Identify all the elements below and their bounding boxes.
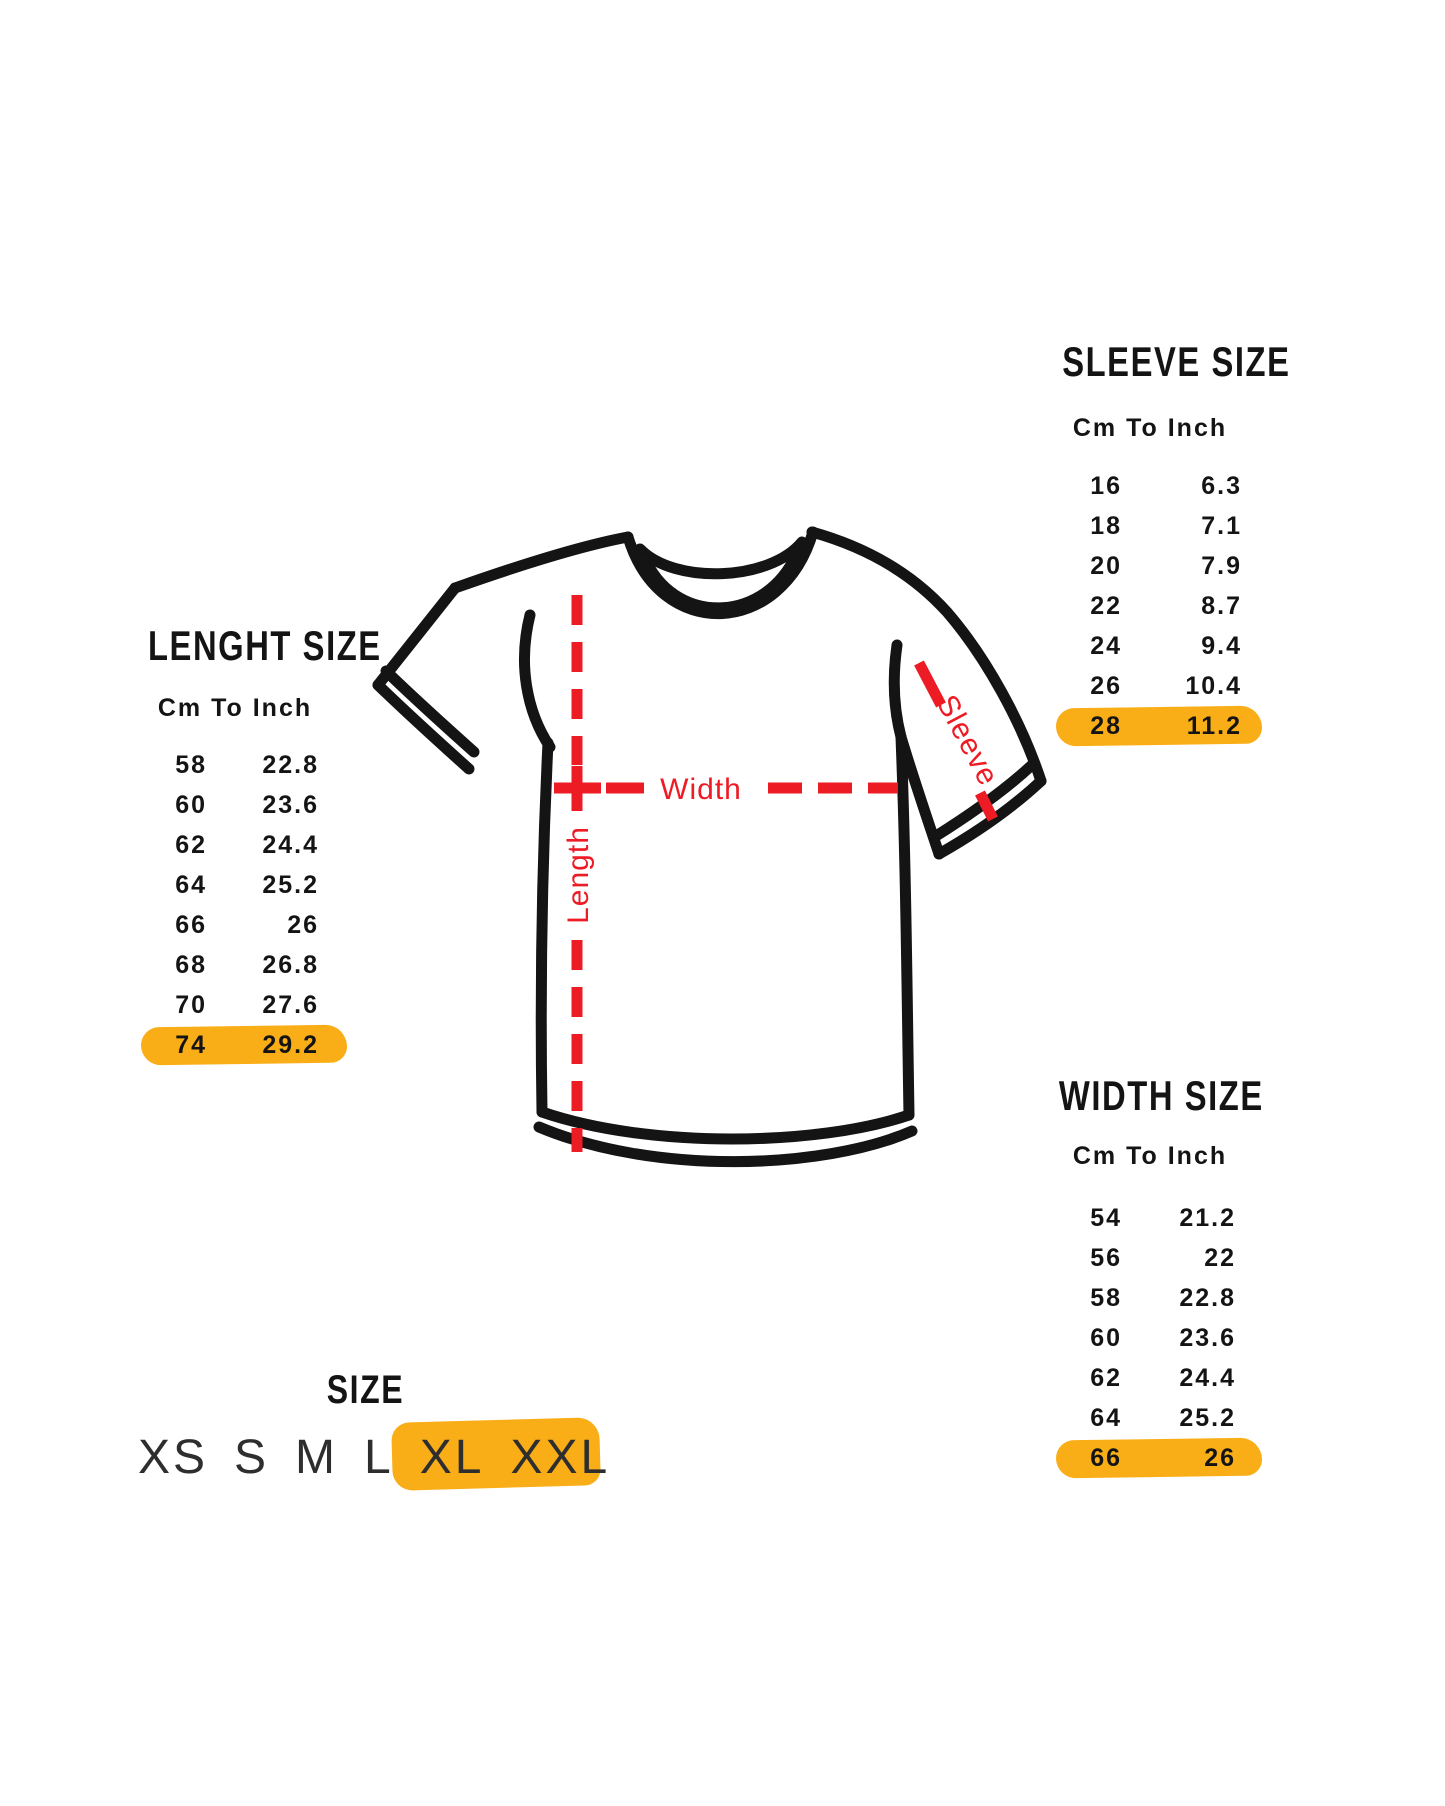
table-row: 64 25.2 <box>115 865 355 905</box>
table-row: 62 24.4 <box>115 825 355 865</box>
inch-value: 9.4 <box>1201 631 1242 660</box>
table-row: 24 9.4 <box>1030 626 1270 666</box>
cm-value: 64 <box>175 870 207 899</box>
inch-value: 27.6 <box>262 990 319 1019</box>
inch-value: 29.2 <box>262 1030 319 1059</box>
cm-value: 62 <box>175 830 207 859</box>
sleeve-table-header: Cm To Inch <box>1072 414 1228 442</box>
sleeve-size-title: SLEEVE SIZE <box>1062 338 1291 385</box>
table-row: 22 8.7 <box>1030 586 1270 626</box>
cm-value: 22 <box>1090 591 1122 620</box>
inch-value: 24.4 <box>1179 1363 1236 1392</box>
cm-value: 24 <box>1090 631 1122 660</box>
inch-value: 23.6 <box>262 790 319 819</box>
measurement-lines <box>554 595 998 1152</box>
table-row: 58 22.8 <box>115 745 355 785</box>
table-row-highlighted: 74 29.2 <box>115 1025 355 1065</box>
table-row: 68 26.8 <box>115 945 355 985</box>
size-option-l: L <box>364 1431 394 1484</box>
size-option-xs: XS <box>138 1431 209 1484</box>
length-size-title: LENGHT SIZE <box>147 622 382 669</box>
width-label: Width <box>660 773 742 806</box>
table-row: 56 22 <box>1030 1238 1270 1278</box>
cm-value: 16 <box>1090 471 1122 500</box>
inch-value: 21.2 <box>1179 1203 1236 1232</box>
inch-value: 11.2 <box>1186 711 1242 740</box>
size-option-s: S <box>234 1431 270 1484</box>
sleeve-table-rows: 16 6.3 18 7.1 20 7.9 22 8.7 24 9.4 26 10.4 28 1… <box>1030 466 1270 746</box>
inch-value: 8.7 <box>1201 591 1242 620</box>
length-table-rows: 58 22.8 60 23.6 62 24.4 64 25.2 66 26 68 26.8 … <box>115 745 355 1065</box>
table-row: 26 10.4 <box>1030 666 1270 706</box>
cm-value: 20 <box>1090 551 1122 580</box>
cm-value: 26 <box>1090 671 1122 700</box>
size-options: XS S M L XL XXL <box>138 1430 610 1485</box>
cm-value: 64 <box>1090 1403 1122 1432</box>
inch-value: 22 <box>1204 1243 1236 1272</box>
table-row: 54 21.2 <box>1030 1198 1270 1238</box>
cm-value: 58 <box>1090 1283 1122 1312</box>
cm-value: 58 <box>175 750 207 779</box>
table-row: 64 25.2 <box>1030 1398 1270 1438</box>
table-row: 58 22.8 <box>1030 1278 1270 1318</box>
table-row: 66 26 <box>115 905 355 945</box>
cm-value: 56 <box>1090 1243 1122 1272</box>
sleeve-line <box>914 660 946 708</box>
width-size-title: WIDTH SIZE <box>1058 1072 1264 1119</box>
cm-value: 70 <box>175 990 207 1019</box>
cm-value: 60 <box>175 790 207 819</box>
cm-value: 62 <box>1090 1363 1122 1392</box>
sleeve-label: Sleeve <box>930 690 1005 792</box>
inch-value: 6.3 <box>1201 471 1242 500</box>
inch-value: 22.8 <box>1179 1283 1236 1312</box>
size-title: SIZE <box>326 1368 404 1412</box>
inch-value: 7.9 <box>1201 551 1242 580</box>
inch-value: 26 <box>1204 1443 1236 1472</box>
tshirt-diagram: Width Length Sleeve <box>372 526 1047 1168</box>
inch-value: 26.8 <box>262 950 319 979</box>
cm-value: 68 <box>175 950 207 979</box>
tshirt-outline <box>372 526 1047 1168</box>
inch-value: 24.4 <box>262 830 319 859</box>
length-table-header: Cm To Inch <box>157 694 313 722</box>
table-row: 16 6.3 <box>1030 466 1270 506</box>
length-label: Length <box>562 826 595 924</box>
size-option-xl: XL <box>419 1431 485 1484</box>
table-row: 20 7.9 <box>1030 546 1270 586</box>
table-row-highlighted: 66 26 <box>1030 1438 1270 1478</box>
inch-value: 10.4 <box>1185 671 1242 700</box>
inch-value: 25.2 <box>262 870 319 899</box>
width-table-header: Cm To Inch <box>1072 1142 1228 1170</box>
table-row: 70 27.6 <box>115 985 355 1025</box>
width-table-rows: 54 21.2 56 22 58 22.8 60 23.6 62 24.4 64 25.2 … <box>1030 1198 1270 1478</box>
table-row: 60 23.6 <box>115 785 355 825</box>
cm-value: 66 <box>175 910 207 939</box>
cm-value: 18 <box>1090 511 1122 540</box>
size-option-xxl: XXL <box>510 1431 611 1484</box>
table-row: 62 24.4 <box>1030 1358 1270 1398</box>
cm-value: 74 <box>175 1030 207 1059</box>
inch-value: 25.2 <box>1179 1403 1236 1432</box>
table-row: 18 7.1 <box>1030 506 1270 546</box>
table-row-highlighted: 28 11.2 <box>1030 706 1270 746</box>
inch-value: 26 <box>287 910 319 939</box>
sleeve-line <box>975 790 998 822</box>
cm-value: 60 <box>1090 1323 1122 1352</box>
table-row: 60 23.6 <box>1030 1318 1270 1358</box>
inch-value: 7.1 <box>1201 511 1242 540</box>
inch-value: 22.8 <box>262 750 319 779</box>
cm-value: 28 <box>1090 711 1122 740</box>
cm-value: 66 <box>1090 1443 1122 1472</box>
cm-value: 54 <box>1090 1203 1122 1232</box>
size-option-m: M <box>295 1431 339 1484</box>
inch-value: 23.6 <box>1179 1323 1236 1352</box>
